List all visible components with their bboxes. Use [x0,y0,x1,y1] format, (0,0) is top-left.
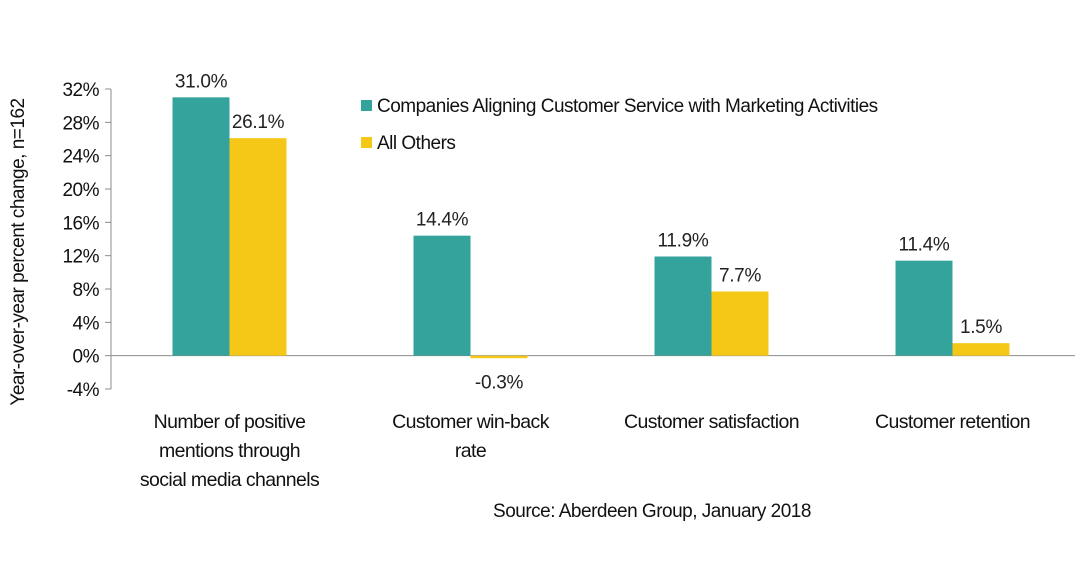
legend-label: All Others [377,133,455,154]
y-tick-label: -4% [67,380,100,401]
y-tick-label: 0% [73,347,100,368]
category-label: mentions through [159,440,300,462]
category-labels: Number of positive mentions through social… [140,411,1031,491]
category-label: social media channels [140,469,320,491]
bar-others-0 [229,138,287,356]
bar-aligning-3 [895,260,953,356]
category-label: Customer retention [875,411,1030,433]
data-labels: 31.0%26.1% 14.4% -0.3% 11.9% 7.7% 11.4% 1.5% [175,71,1003,393]
y-tick-label: 32% [62,80,99,101]
y-tick-label: 20% [62,180,99,201]
data-label: 11.4% [899,235,950,256]
data-label: 31.0% [175,71,228,92]
y-axis: 32% 28% 24% 20% 16% 12% 8% 4% 0% -4% [62,80,1075,401]
y-tick-label: 12% [62,247,99,268]
bar-aligning-0 [172,97,230,356]
category-label: Number of positive [154,411,306,433]
category-label: Customer satisfaction [624,411,799,433]
bars [172,97,1010,359]
y-tick-label: 28% [62,113,99,134]
source-note: Source: Aberdeen Group, January 2018 [493,501,811,522]
y-tick-label: 24% [62,147,99,168]
data-label: 1.5% [960,317,1003,338]
y-tick-label: 8% [73,280,100,301]
category-label: rate [455,440,486,462]
category-label: Customer win-back [392,411,550,433]
legend-swatch [361,137,372,148]
data-label: 7.7% [719,266,762,287]
legend-label: Companies Aligning Customer Service with… [377,96,878,117]
bar-others-2 [711,291,769,356]
bar-others-1 [470,355,528,359]
legend: Companies Aligning Customer Service with… [361,96,878,154]
legend-swatch [361,100,372,111]
y-tick-label: 4% [73,313,100,334]
y-axis-title: Year-over-year percent change, n=162 [8,98,29,405]
y-tick-label: 16% [62,213,99,234]
data-label: 11.9% [658,231,709,252]
bar-others-3 [952,343,1010,356]
data-label: 26.1% [232,112,285,133]
data-label: -0.3% [475,373,524,394]
bar-aligning-1 [413,235,471,356]
data-label: 14.4% [416,210,469,231]
bar-aligning-2 [654,256,712,356]
